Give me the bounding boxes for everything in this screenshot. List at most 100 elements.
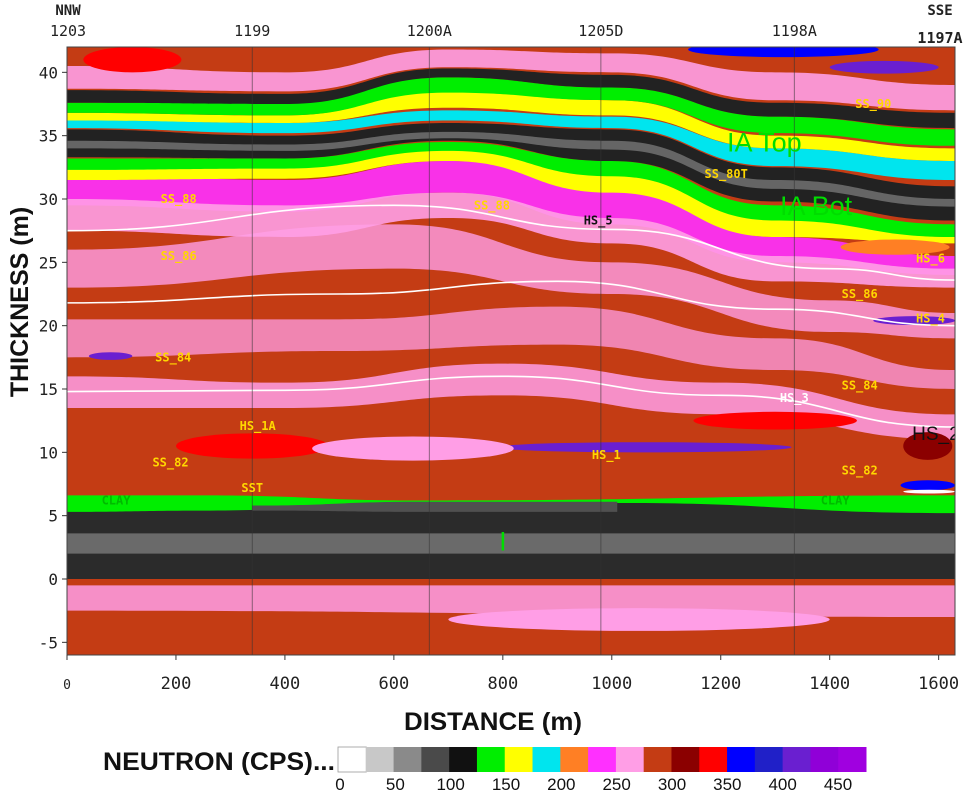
x-tick-label: 800 [487, 674, 518, 694]
layer-magenta-upper [67, 161, 955, 275]
color-patch [903, 489, 955, 494]
layer-unit-I-grey [67, 533, 955, 554]
orientation-left: NNW [55, 3, 81, 19]
layer-green-IA-bot [67, 142, 955, 237]
unit-label: SS_82 [152, 456, 188, 471]
y-tick-label: -5 [39, 633, 58, 652]
colorbar-swatch [476, 747, 506, 772]
plot-frame [66, 46, 956, 656]
colorbar-swatch [671, 747, 700, 772]
unit-label: SS_88 [474, 199, 510, 214]
color-patch [900, 480, 955, 491]
colorbar-tick-label: 100 [436, 775, 464, 790]
x-tick-label: 200 [161, 674, 192, 694]
x-tick-label: 400 [270, 674, 301, 694]
colorbar-tick-label: 450 [824, 775, 852, 790]
x-tick-label: 600 [379, 674, 410, 694]
colorbar-swatch [449, 747, 478, 772]
colorbar-tick-label: 50 [386, 775, 405, 790]
colorbar [337, 746, 867, 773]
unit-label: SS_86 [161, 249, 197, 264]
x-tick-label: 1000 [591, 674, 632, 694]
unit-label: HS_4 [916, 311, 945, 326]
color-patch [497, 442, 792, 453]
colorbar-tick-label: 0 [335, 775, 344, 790]
layer-yellow-IA-bot [67, 148, 955, 244]
orientation-right: SSE [927, 3, 952, 19]
unit-label: HS_6 [916, 252, 945, 267]
well-header-label: 1198A [772, 22, 817, 40]
colorbar-swatch [782, 747, 811, 772]
layer-yellow-IA-top [67, 91, 955, 161]
colorbar-swatch [337, 746, 367, 773]
colorbar-swatch [643, 747, 672, 772]
unit-label: SS_90 [855, 97, 891, 112]
y-tick-label: 40 [39, 63, 58, 82]
color-patch [829, 60, 939, 74]
well-header-label: 1205D [578, 22, 623, 40]
colorbar-title: NEUTRON (CPS)... [103, 748, 335, 776]
unit-label: CLAY [821, 494, 851, 508]
color-patch [83, 47, 182, 73]
unit-label: SS_86 [842, 287, 878, 302]
y-axis-ticks: -5 0 5 10 15 20 25 30 35 40 [39, 63, 67, 652]
colorbar-tick-label: 300 [658, 775, 686, 790]
y-tick-label: 20 [39, 317, 58, 336]
white-horizon-line [67, 280, 955, 327]
colorbar-tick-label: 200 [547, 775, 575, 790]
well-lines [251, 47, 795, 655]
colorbar-swatch [615, 747, 645, 772]
unit-label: SS_82 [842, 463, 878, 478]
layer-cyan-IA [67, 110, 955, 180]
layer-grey-IA-bot [67, 131, 955, 207]
colorbar-swatch [727, 747, 756, 772]
x-axis-ticks: 0 200 400 600 800 1000 1200 1400 1600 [63, 655, 959, 694]
colorbar-swatch [838, 747, 867, 772]
lithology-layers [67, 47, 955, 631]
colorbar-tick-label: 350 [713, 775, 741, 790]
colorbar-tick-label: 400 [768, 775, 796, 790]
unit-labels: IA Top IA Bot I CLAY CLAY SS_90 SS_80T SS_88 SS_… [102, 97, 955, 556]
x-tick-label: 1200 [700, 674, 741, 694]
well-header-label: 1197A [917, 29, 962, 47]
unit-label: HS_1 [592, 448, 621, 463]
white-horizon-line [67, 375, 955, 428]
x-tick-label: 1600 [918, 674, 959, 694]
y-tick-label: 25 [39, 253, 58, 272]
layer-green-IA-top [67, 77, 955, 146]
unit-label: HS_5 [584, 214, 613, 229]
colorbar-swatch [532, 747, 561, 772]
color-patch [88, 352, 133, 360]
color-patch [312, 436, 514, 461]
colorbar-swatch [393, 747, 422, 772]
unit-label: SS_84 [842, 378, 878, 393]
unit-label: SST [241, 481, 263, 495]
layer-lower-pink-1 [67, 363, 955, 440]
colorbar-swatch [588, 747, 617, 772]
color-patch [448, 608, 830, 631]
x-tick-label: 1400 [809, 674, 850, 694]
layer-lower-pink-band [67, 585, 955, 617]
color-patch [693, 411, 857, 430]
color-patch [903, 432, 953, 460]
color-patch [840, 239, 950, 255]
y-tick-label: 0 [48, 570, 58, 589]
white-horizon-line [67, 204, 955, 281]
colorbar-swatch [560, 747, 589, 772]
x-tick-label: 0 [63, 678, 71, 693]
layer-clay-green [67, 495, 955, 514]
y-tick-label: 10 [39, 443, 58, 462]
color-patch [688, 47, 879, 58]
y-axis-title: THICKNESS (m) [6, 207, 34, 397]
unit-label: IA Top [727, 127, 802, 157]
unit-label: SS_80T [705, 167, 748, 182]
layer-clay-grey-mid [252, 501, 618, 512]
unit-label: HS_3 [780, 391, 809, 406]
x-axis-title: DISTANCE (m) [404, 708, 582, 736]
colorbar-swatch [365, 747, 395, 772]
colorbar-swatch [421, 747, 450, 772]
well-header-label: 1203 [50, 22, 86, 40]
layer-pink-upper [67, 192, 955, 288]
well-header-label: 1199 [234, 22, 270, 40]
